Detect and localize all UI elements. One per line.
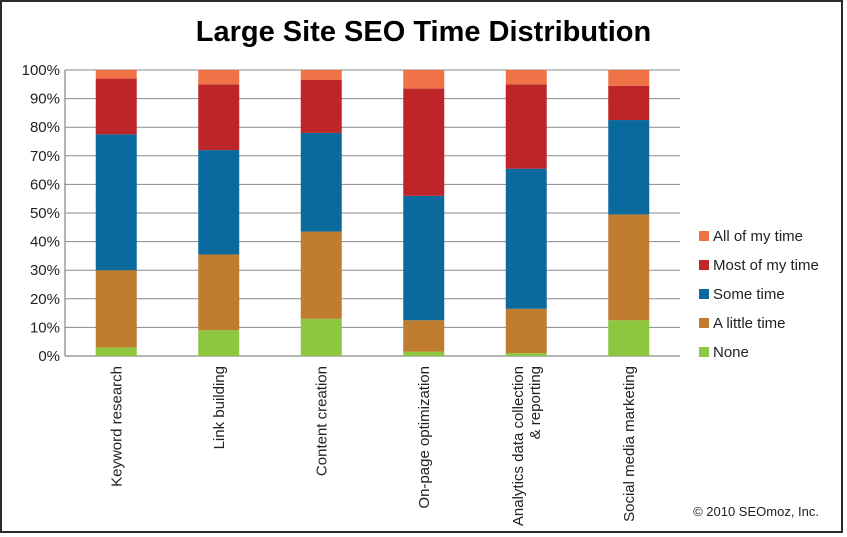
bar-segment xyxy=(608,214,650,321)
bar-segment xyxy=(95,78,137,135)
bar-segment xyxy=(198,70,240,85)
bar-segment xyxy=(608,120,650,215)
legend-swatch xyxy=(699,231,709,241)
bar-segment xyxy=(505,168,547,309)
bar-segment xyxy=(300,80,342,133)
bar-segment xyxy=(505,84,547,169)
bar-segment xyxy=(198,84,240,151)
bar-segment xyxy=(95,270,137,348)
legend-swatch xyxy=(699,347,709,357)
bar-segment xyxy=(608,70,650,86)
bar-segment xyxy=(505,353,547,356)
bar-segment xyxy=(403,351,445,356)
bar-segment xyxy=(198,150,240,255)
bar-segment xyxy=(300,231,342,319)
bar-segment xyxy=(198,330,240,356)
legend-label: None xyxy=(713,344,749,361)
legend-label: Some time xyxy=(713,286,785,303)
x-category-label: Content creation xyxy=(313,366,330,476)
bar-segment xyxy=(608,85,650,121)
y-tick-label: 90% xyxy=(30,91,60,108)
bar-segment xyxy=(505,70,547,85)
bar-segment xyxy=(198,254,240,331)
y-tick-label: 30% xyxy=(30,262,60,279)
chart-title: Large Site SEO Time Distribution xyxy=(195,16,652,48)
y-tick-label: 60% xyxy=(30,176,60,193)
y-tick-label: 70% xyxy=(30,148,60,165)
y-tick-label: 40% xyxy=(30,234,60,251)
y-tick-label: 100% xyxy=(22,62,60,79)
x-category-label: Social media marketing xyxy=(621,366,638,522)
legend-label: All of my time xyxy=(713,228,803,245)
legend-label: A little time xyxy=(713,315,786,332)
legend-swatch xyxy=(699,289,709,299)
bar-segment xyxy=(95,134,137,271)
bar-segment xyxy=(95,347,137,356)
bar-segment xyxy=(300,318,342,356)
x-category-label: Analytics data collection xyxy=(510,366,527,526)
bar-segment xyxy=(608,320,650,356)
bar-segment xyxy=(505,308,547,354)
x-category-label: & reporting xyxy=(527,366,544,439)
y-tick-label: 0% xyxy=(38,348,60,365)
y-tick-label: 20% xyxy=(30,291,60,308)
y-tick-label: 10% xyxy=(30,319,60,336)
legend-swatch xyxy=(699,260,709,270)
legend-swatch xyxy=(699,318,709,328)
bar-segment xyxy=(403,195,445,321)
bar-segment xyxy=(403,88,445,196)
x-category-label: On-page optimization xyxy=(416,366,433,509)
bar-segment xyxy=(95,70,137,79)
copyright-text: © 2010 SEOmoz, Inc. xyxy=(693,504,819,519)
bar-segment xyxy=(403,320,445,352)
x-category-label: Keyword research xyxy=(108,366,125,487)
y-tick-label: 80% xyxy=(30,119,60,136)
bar-segment xyxy=(300,132,342,232)
bar-segment xyxy=(300,70,342,81)
legend-label: Most of my time xyxy=(713,257,819,274)
bar-segment xyxy=(403,70,445,89)
y-tick-label: 50% xyxy=(30,205,60,222)
x-category-label: Link building xyxy=(211,366,228,449)
